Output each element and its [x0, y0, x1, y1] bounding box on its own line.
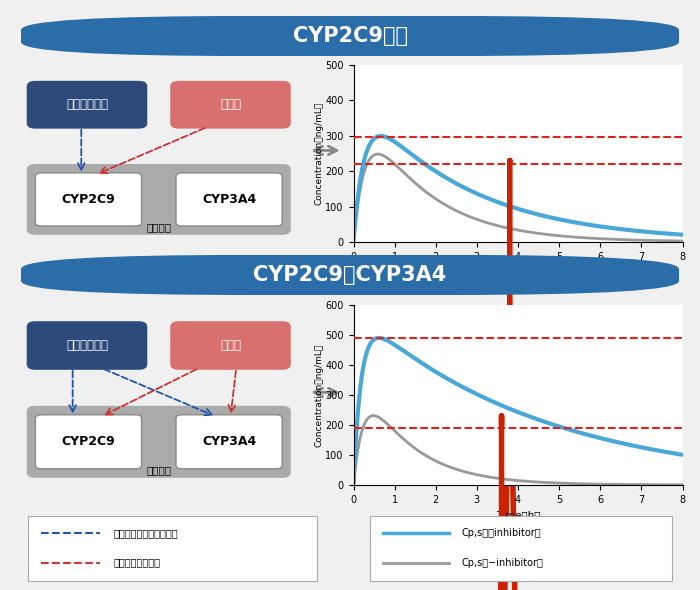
FancyBboxPatch shape — [176, 173, 282, 226]
Text: CYP2C9のみ: CYP2C9のみ — [293, 26, 407, 46]
Text: 被相互作用薬: 被相互作用薬 — [66, 339, 108, 352]
Text: 被相互作用薬: 被相互作用薬 — [66, 98, 108, 112]
Text: 陰害薬: 陰害薬 — [220, 339, 241, 352]
FancyBboxPatch shape — [21, 255, 679, 295]
FancyBboxPatch shape — [35, 415, 141, 469]
FancyBboxPatch shape — [170, 321, 290, 370]
FancyBboxPatch shape — [27, 516, 317, 581]
FancyBboxPatch shape — [27, 321, 147, 370]
FancyBboxPatch shape — [27, 406, 290, 478]
Y-axis label: Concentration（ng/mL）: Concentration（ng/mL） — [315, 343, 324, 447]
FancyBboxPatch shape — [27, 81, 147, 129]
Text: 代謝経路: 代謝経路 — [146, 465, 172, 475]
Text: 代謝経路: 代謝経路 — [146, 222, 172, 232]
Text: CYP3A4: CYP3A4 — [202, 435, 256, 448]
X-axis label: Time（h）: Time（h） — [496, 267, 540, 277]
FancyBboxPatch shape — [35, 173, 141, 226]
Text: Cp,s（＋inhibitor）: Cp,s（＋inhibitor） — [462, 529, 542, 538]
FancyBboxPatch shape — [21, 16, 679, 56]
Text: 陰害薬による陰害: 陰害薬による陰害 — [113, 558, 160, 568]
Text: 被相互作用薬の代謝経路: 被相互作用薬の代謝経路 — [113, 529, 178, 538]
FancyBboxPatch shape — [170, 81, 290, 129]
Text: CYP2C9とCYP3A4: CYP2C9とCYP3A4 — [253, 265, 447, 285]
FancyBboxPatch shape — [370, 516, 673, 581]
Text: CYP2C9: CYP2C9 — [62, 193, 116, 206]
X-axis label: Time（h）: Time（h） — [496, 510, 540, 520]
Text: Cp,s（−inhibitor）: Cp,s（−inhibitor） — [462, 558, 544, 568]
Text: CYP2C9: CYP2C9 — [62, 435, 116, 448]
Text: CYP3A4: CYP3A4 — [202, 193, 256, 206]
FancyBboxPatch shape — [176, 415, 282, 469]
Text: 陰害薬: 陰害薬 — [220, 98, 241, 112]
Y-axis label: Concentration（ng/mL）: Concentration（ng/mL） — [315, 102, 324, 205]
FancyBboxPatch shape — [27, 164, 290, 235]
